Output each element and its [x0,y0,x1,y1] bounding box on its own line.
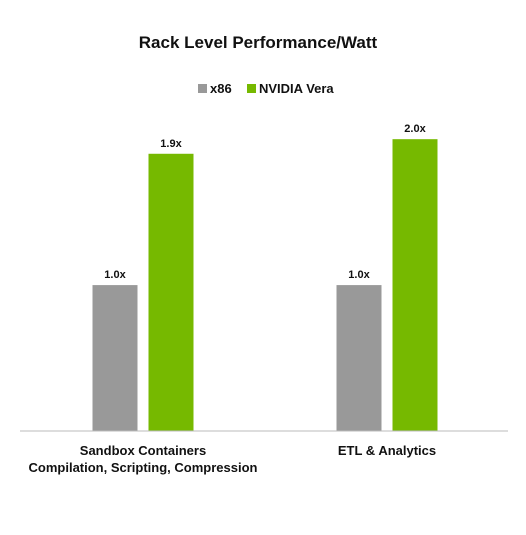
data-label-1-1: 2.0x [404,123,426,135]
data-label-0-0: 1.0x [104,269,126,281]
legend-swatch-1 [247,84,256,93]
category-label-0-0: Sandbox Containers [80,443,206,458]
bars-group [92,139,438,432]
bar-0-0 [92,285,138,431]
data-labels-group: 1.0x 1.0x 1.9x 2.0x [104,123,426,281]
legend-label-1: NVIDIA Vera [259,81,334,96]
bar-1-1 [392,139,438,431]
legend-swatch-0 [198,84,207,93]
category-label-1-0: ETL & Analytics [338,443,436,458]
category-label-0-1: Compilation, Scripting, Compression [29,460,258,475]
category-labels-group: Sandbox Containers Compilation, Scripting… [29,443,437,475]
legend-label-0: x86 [210,81,232,96]
bar-1-0 [148,153,194,432]
legend: x86 NVIDIA Vera [198,81,334,96]
chart-title: Rack Level Performance/Watt [139,33,378,52]
bar-0-1 [336,285,382,431]
data-label-1-0: 1.9x [160,138,182,150]
data-label-0-1: 1.0x [348,269,370,281]
